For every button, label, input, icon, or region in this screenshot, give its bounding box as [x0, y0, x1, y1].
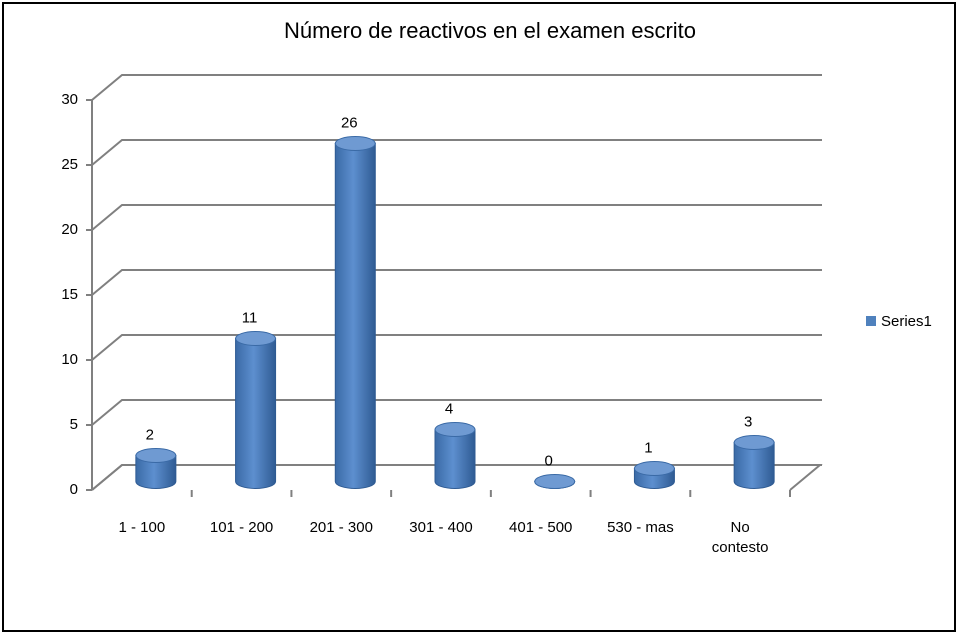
data-label: 26 — [341, 114, 358, 131]
legend-label: Series1 — [881, 313, 932, 330]
y-tick-label: 5 — [70, 416, 78, 433]
x-tick-label: 530 - mas — [607, 519, 674, 536]
legend-swatch — [866, 316, 876, 326]
data-label: 1 — [644, 439, 652, 456]
grid-line — [91, 334, 822, 361]
x-tick-label: No contesto — [712, 519, 769, 556]
bar — [135, 455, 177, 489]
data-label: 11 — [242, 309, 258, 326]
bar — [334, 143, 376, 489]
bar — [235, 338, 277, 489]
x-tick-label: 1 - 100 — [119, 519, 166, 536]
grid-line — [91, 399, 822, 426]
y-tick-label: 0 — [70, 481, 78, 498]
x-tick-label: 101 - 200 — [210, 519, 273, 536]
y-tick-label: 15 — [61, 286, 78, 303]
data-label: 3 — [744, 413, 752, 430]
grid-line — [91, 139, 822, 166]
grid-line — [91, 204, 822, 231]
chart-frame — [2, 2, 956, 632]
y-tick-label: 30 — [61, 91, 78, 108]
grid-line — [91, 269, 822, 296]
bar-top — [334, 136, 376, 151]
chart-title: Número de reactivos en el examen escrito — [284, 18, 696, 43]
bar — [733, 442, 775, 489]
bar-top — [733, 435, 775, 450]
bar-top — [633, 461, 675, 476]
x-tick-label: 301 - 400 — [409, 519, 472, 536]
x-tick-label: 401 - 500 — [509, 519, 572, 536]
grid-line — [91, 464, 822, 491]
bar-top — [534, 474, 576, 489]
data-label: 4 — [445, 400, 453, 417]
data-label: 2 — [146, 426, 154, 443]
bar-top — [434, 422, 476, 437]
y-tick-label: 20 — [61, 221, 78, 238]
y-tick-label: 10 — [61, 351, 78, 368]
bar — [434, 429, 476, 489]
bar-top — [135, 448, 177, 463]
y-tick-label: 25 — [61, 156, 78, 173]
x-tick-label: 201 - 300 — [310, 519, 373, 536]
bar-top — [235, 331, 277, 346]
grid-line — [91, 74, 822, 101]
data-label: 0 — [545, 452, 553, 469]
